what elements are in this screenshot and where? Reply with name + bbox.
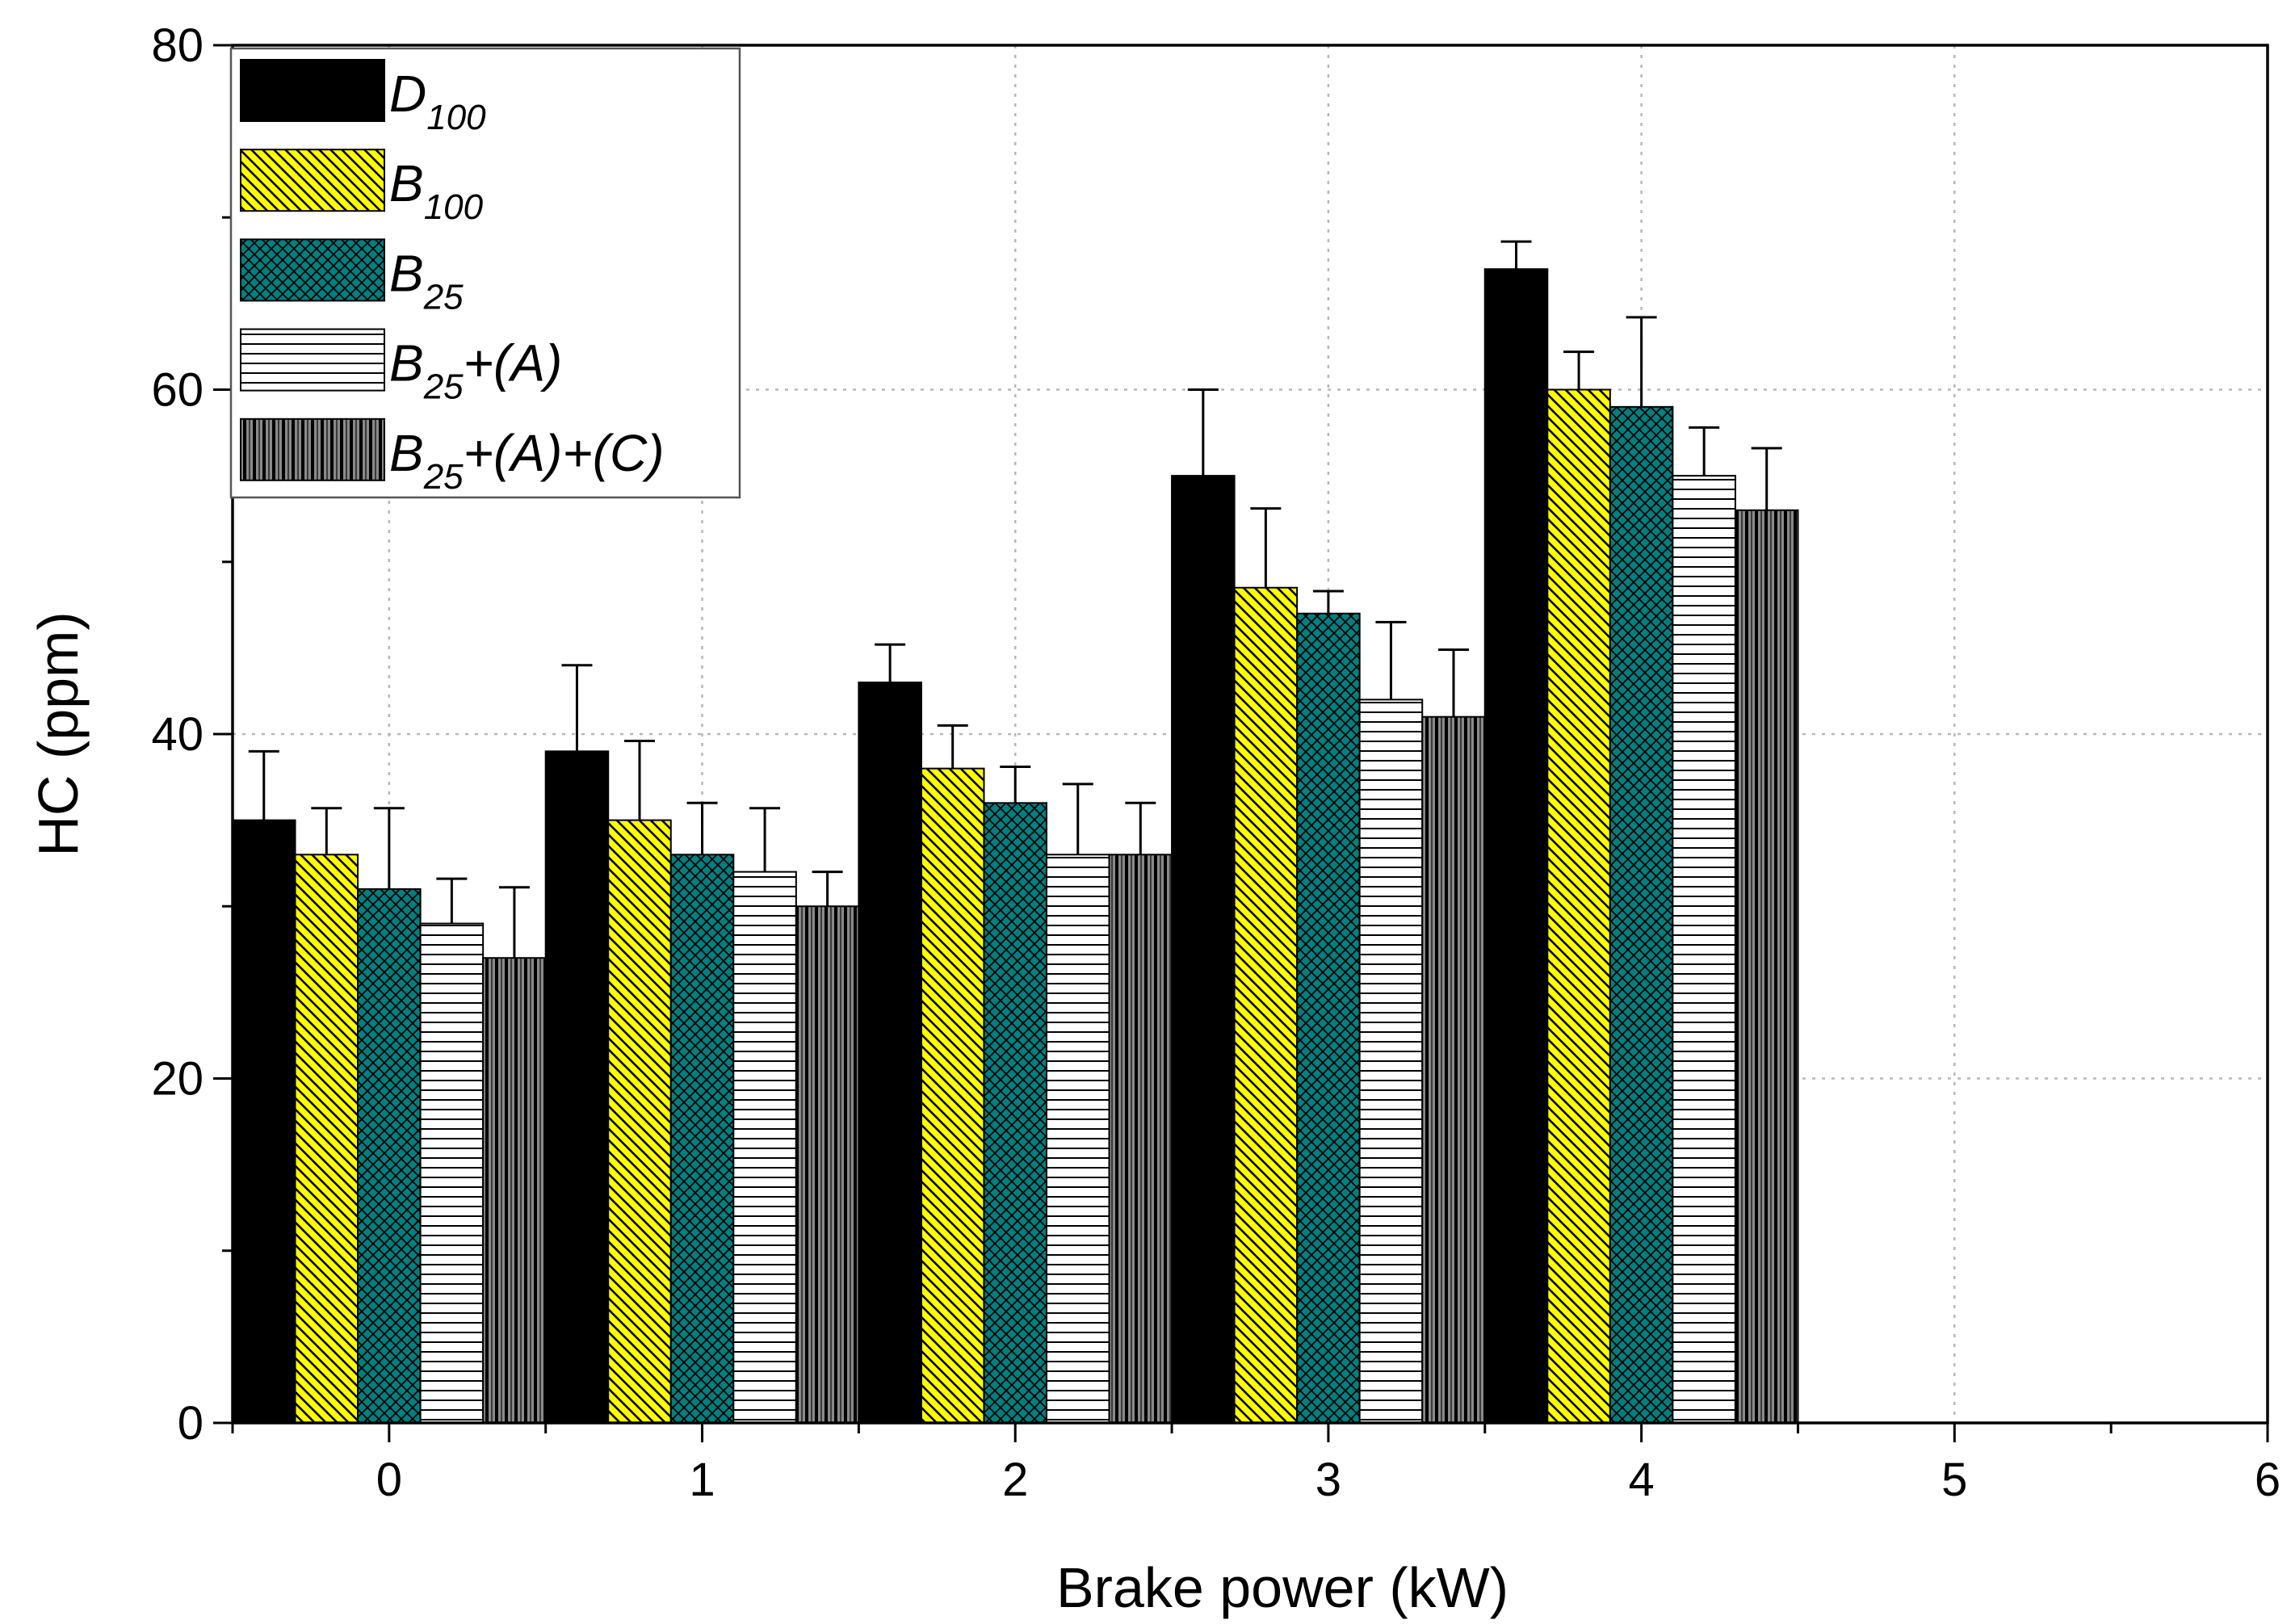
error-bar-B100-4: [1563, 350, 1595, 390]
error-bar-B25+(A)+(C)-1: [812, 871, 843, 907]
x-tick-label: 1: [689, 1454, 715, 1506]
bar-D100-3: [1171, 475, 1236, 1424]
bar-B25+(A)+(C)-0: [482, 957, 547, 1424]
bar-D100-1: [544, 750, 610, 1424]
error-bar-B25+(A)-1: [749, 807, 781, 872]
x-tick-label: 3: [1315, 1454, 1341, 1506]
bar-B25+(A)-2: [1046, 854, 1110, 1424]
bar-B25+(A)+(C)-2: [1108, 854, 1173, 1424]
bar-B100-0: [294, 854, 359, 1424]
x-tick-label: 0: [376, 1454, 402, 1506]
error-bar-D100-0: [248, 749, 279, 820]
legend-item-B25+(A)+(C): B25+(A)+(C): [240, 418, 665, 497]
y-tick-label: 40: [151, 708, 204, 761]
error-bar-B25+(A)-0: [436, 877, 468, 924]
error-bar-B25+(A)+(C)-0: [498, 886, 530, 959]
bar-D100-2: [858, 682, 922, 1424]
error-bar-B25-4: [1626, 316, 1657, 407]
error-bar-D100-3: [1187, 388, 1219, 476]
x-tick-label: 6: [2255, 1454, 2281, 1506]
bar-B25+(A)+(C)-4: [1734, 509, 1799, 1424]
bar-B25-1: [669, 854, 735, 1424]
error-bar-B25-3: [1312, 590, 1344, 614]
error-bar-B100-1: [624, 740, 655, 820]
legend-label: B25+(A): [389, 334, 562, 407]
bar-D100-0: [232, 819, 296, 1424]
error-bar-B25+(A)-2: [1062, 783, 1093, 855]
legend-item-D100: D100: [240, 59, 486, 137]
error-bar-D100-1: [561, 664, 593, 752]
axes: [213, 44, 2269, 1442]
error-bar-D100-4: [1500, 240, 1532, 270]
bar-B25+(A)-0: [419, 922, 485, 1424]
y-tick-label: 80: [151, 19, 204, 72]
tick-labels: 0 20 40 60 80 0 1 2 3 4 5 6: [151, 19, 2281, 1506]
x-tick-label: 4: [1628, 1454, 1654, 1506]
legend-swatch: [240, 328, 385, 392]
bar-B25-0: [357, 888, 422, 1425]
bar-B25-3: [1296, 612, 1361, 1424]
bar-B25+(A)+(C)-1: [795, 905, 860, 1424]
legend-item-B25+(A): B25+(A): [240, 328, 562, 407]
bar-B100-4: [1546, 388, 1611, 1424]
error-bar-B25-2: [1000, 766, 1031, 804]
error-bar-B25-1: [686, 801, 718, 855]
error-bar-B25+(A)+(C)-2: [1125, 801, 1156, 855]
error-bar-B100-0: [311, 807, 342, 855]
bar-B25+(A)-3: [1358, 699, 1424, 1424]
bar-B25-4: [1609, 405, 1674, 1425]
error-bar-D100-2: [875, 643, 906, 683]
legend-swatch: [240, 59, 385, 122]
legend-label: B25+(A)+(C): [389, 424, 665, 497]
error-bar-B25-0: [373, 807, 405, 889]
bar-B100-3: [1233, 586, 1299, 1424]
legend-label: B25: [389, 244, 464, 317]
error-bar-B25+(A)-3: [1375, 620, 1407, 700]
legend-item-B25: B25: [240, 238, 464, 317]
legend-label: B100: [389, 154, 484, 227]
legend-swatch: [240, 149, 385, 212]
y-tick-label: 20: [151, 1053, 204, 1106]
bar-B25+(A)-4: [1672, 475, 1736, 1424]
bar-B100-1: [607, 819, 672, 1424]
error-bar-B100-3: [1250, 507, 1282, 588]
bar-B25-2: [983, 802, 1048, 1424]
legend-swatch: [240, 238, 385, 302]
y-tick-label: 60: [151, 364, 204, 417]
bar-D100-4: [1483, 268, 1549, 1425]
legend-item-B100: B100: [240, 149, 484, 227]
y-tick-label: 0: [178, 1397, 204, 1450]
error-bar-B25+(A)-4: [1689, 426, 1720, 476]
bar-B100-2: [920, 767, 985, 1424]
y-axis-title: HC (ppm): [27, 611, 90, 856]
error-bar-B100-2: [937, 724, 968, 769]
bar-B25+(A)+(C)-3: [1421, 715, 1486, 1424]
x-axis-title: Brake power (kW): [1056, 1556, 1508, 1619]
legend: D100 B100 B25 B25+(A) B25+(A)+(C): [229, 47, 741, 499]
legend-swatch: [240, 418, 385, 481]
bars: [232, 240, 1799, 1425]
x-tick-label: 2: [1002, 1454, 1028, 1506]
x-tick-label: 5: [1941, 1454, 1967, 1506]
error-bar-B25+(A)+(C)-3: [1438, 648, 1469, 717]
legend-label: D100: [389, 65, 486, 137]
bar-B25+(A)-1: [732, 871, 797, 1424]
error-bar-B25+(A)+(C)-4: [1751, 447, 1782, 510]
